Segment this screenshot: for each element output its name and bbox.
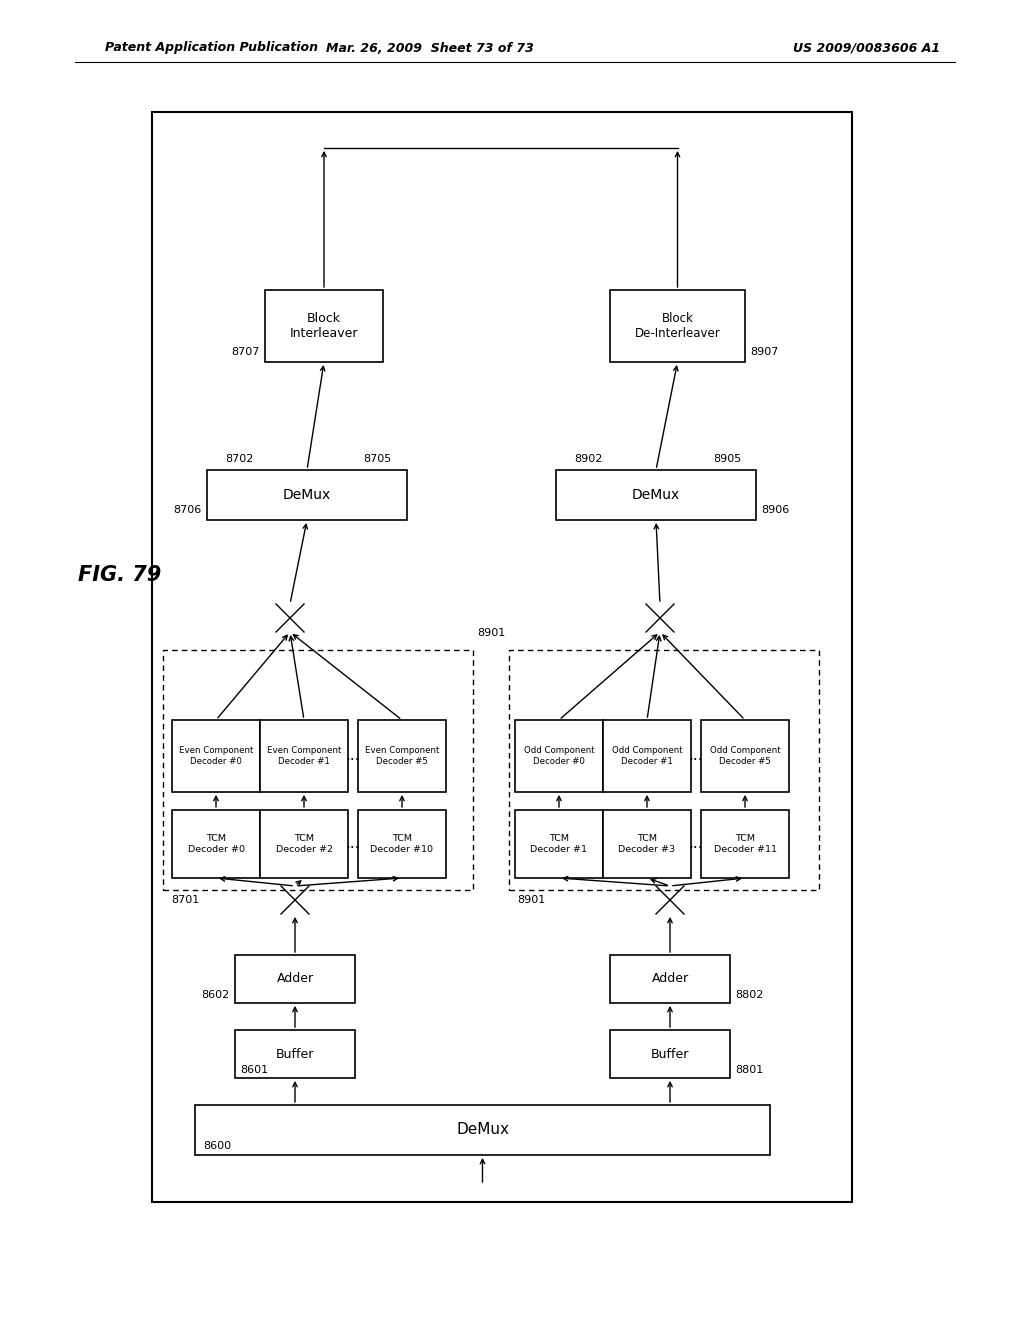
Text: 8706: 8706 [174, 506, 202, 515]
Bar [603, 719, 691, 792]
Bar [358, 810, 446, 878]
Bar [610, 290, 745, 362]
Bar [172, 810, 260, 878]
Text: ...: ... [346, 837, 360, 851]
Text: Buffer: Buffer [275, 1048, 314, 1060]
Text: 8602: 8602 [202, 990, 230, 1001]
Bar [163, 649, 473, 890]
Text: 8705: 8705 [364, 454, 392, 465]
Text: ...: ... [346, 748, 360, 763]
Text: TCM
Decoder #0: TCM Decoder #0 [187, 834, 245, 854]
Text: Odd Component
Decoder #0: Odd Component Decoder #0 [523, 746, 594, 766]
Text: Block
De-Interleaver: Block De-Interleaver [635, 312, 720, 341]
Text: Odd Component
Decoder #1: Odd Component Decoder #1 [611, 746, 682, 766]
Text: Block
Interleaver: Block Interleaver [290, 312, 358, 341]
Bar [509, 649, 819, 890]
Text: 8601: 8601 [240, 1065, 268, 1074]
Bar [172, 719, 260, 792]
Text: DeMux: DeMux [456, 1122, 509, 1138]
Text: ...: ... [689, 837, 703, 851]
Text: ...: ... [689, 748, 703, 763]
Text: Mar. 26, 2009  Sheet 73 of 73: Mar. 26, 2009 Sheet 73 of 73 [326, 41, 534, 54]
Bar [358, 719, 446, 792]
Bar [610, 1030, 730, 1078]
Text: Buffer: Buffer [651, 1048, 689, 1060]
Text: Even Component
Decoder #0: Even Component Decoder #0 [179, 746, 253, 766]
Text: 8906: 8906 [761, 506, 790, 515]
Text: TCM
Decoder #1: TCM Decoder #1 [530, 834, 588, 854]
Bar [610, 954, 730, 1003]
Text: 8707: 8707 [231, 347, 260, 356]
Bar [207, 470, 407, 520]
Text: Adder: Adder [276, 973, 313, 986]
Text: 8702: 8702 [225, 454, 253, 465]
Text: 8905: 8905 [713, 454, 741, 465]
Text: DeMux: DeMux [632, 488, 680, 502]
Text: Patent Application Publication: Patent Application Publication [105, 41, 318, 54]
Text: Even Component
Decoder #5: Even Component Decoder #5 [365, 746, 439, 766]
Bar [515, 719, 603, 792]
Text: 8701: 8701 [171, 895, 200, 906]
Text: TCM
Decoder #3: TCM Decoder #3 [618, 834, 676, 854]
Bar [701, 810, 790, 878]
Text: TCM
Decoder #11: TCM Decoder #11 [714, 834, 776, 854]
Text: TCM
Decoder #2: TCM Decoder #2 [275, 834, 333, 854]
Bar [260, 810, 348, 878]
Text: 8901: 8901 [517, 895, 545, 906]
Text: 8907: 8907 [750, 347, 778, 356]
Bar [265, 290, 383, 362]
Text: 8902: 8902 [574, 454, 602, 465]
Bar [152, 112, 852, 1203]
Text: TCM
Decoder #10: TCM Decoder #10 [371, 834, 433, 854]
Text: FIG. 79: FIG. 79 [78, 565, 161, 585]
Text: Even Component
Decoder #1: Even Component Decoder #1 [267, 746, 341, 766]
Text: 8901: 8901 [478, 628, 506, 638]
Bar [701, 719, 790, 792]
Text: 8600: 8600 [203, 1140, 231, 1151]
Bar [234, 954, 355, 1003]
Text: 8802: 8802 [735, 990, 763, 1001]
Bar [195, 1105, 770, 1155]
Text: Adder: Adder [651, 973, 688, 986]
Bar [260, 719, 348, 792]
Text: 8801: 8801 [735, 1065, 763, 1074]
Text: US 2009/0083606 A1: US 2009/0083606 A1 [793, 41, 940, 54]
Text: Odd Component
Decoder #5: Odd Component Decoder #5 [710, 746, 780, 766]
Bar [234, 1030, 355, 1078]
Bar [515, 810, 603, 878]
Bar [556, 470, 756, 520]
Bar [603, 810, 691, 878]
Text: DeMux: DeMux [283, 488, 331, 502]
